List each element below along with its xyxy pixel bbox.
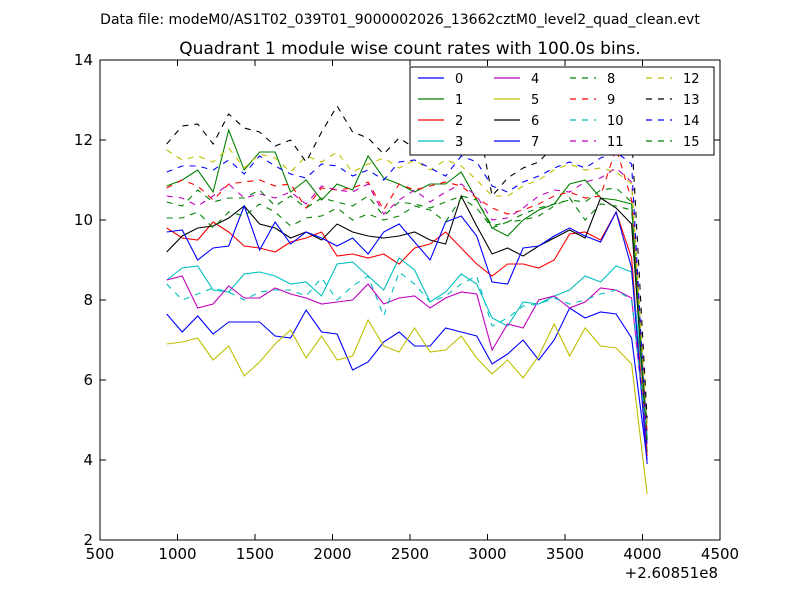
legend-label-12: 12: [683, 72, 700, 87]
series-line-11: [166, 167, 648, 429]
legend-label-1: 1: [455, 93, 463, 108]
legend-label-4: 4: [531, 72, 539, 87]
series-line-0: [166, 307, 648, 461]
x-tick-label: 3000: [468, 545, 506, 563]
x-tick-label: 2000: [313, 545, 351, 563]
series-line-10: [166, 271, 648, 437]
series-line-2: [166, 210, 648, 457]
legend-label-5: 5: [531, 93, 539, 108]
y-tick-label: 8: [83, 291, 93, 309]
legend-label-11: 11: [607, 135, 624, 150]
series-line-5: [166, 318, 648, 495]
x-tick-label: 4500: [701, 545, 739, 563]
y-tick-label: 4: [83, 451, 93, 469]
series-line-15: [166, 187, 648, 445]
x-tick-label: 1000: [158, 545, 196, 563]
axes: 500 1000 1500 2000 2500 3000 3500 4000 4500 2 4 6 8 1…: [74, 51, 739, 563]
x-tick-label: 3500: [546, 545, 584, 563]
x-offset-label: +2.60851e8: [625, 564, 718, 582]
y-tick-label: 10: [74, 211, 93, 229]
legend-label-13: 13: [683, 93, 700, 108]
series-line-12: [166, 147, 648, 425]
chart-title: Quadrant 1 module wise count rates with …: [179, 39, 640, 59]
plot-lines: [166, 104, 648, 495]
y-tick-label: 14: [74, 51, 93, 69]
series-line-6: [166, 194, 648, 441]
legend-box: [409, 66, 715, 156]
series-line-4: [166, 275, 648, 445]
legend-label-15: 15: [683, 135, 700, 150]
legend-label-8: 8: [607, 72, 615, 87]
y-tick-label: 2: [83, 531, 93, 549]
series-line-9: [166, 146, 648, 433]
x-tick-label: 4000: [623, 545, 661, 563]
legend-label-9: 9: [607, 93, 615, 108]
figure-suptitle: Data file: modeM0/AS1T02_039T01_90000020…: [100, 12, 700, 28]
legend-label-3: 3: [455, 135, 463, 150]
x-tick-label: 500: [86, 545, 115, 563]
series-line-14: [166, 151, 648, 449]
legend-label-2: 2: [455, 114, 463, 129]
legend-label-0: 0: [455, 72, 463, 87]
y-tick-label: 6: [83, 371, 93, 389]
series-line-7: [166, 204, 648, 465]
legend-label-6: 6: [531, 114, 539, 129]
legend-label-10: 10: [607, 114, 624, 129]
x-tick-label: 2500: [391, 545, 429, 563]
y-tick-label: 12: [74, 131, 93, 149]
x-tick-label: 1500: [236, 545, 274, 563]
series-line-8: [166, 197, 648, 437]
series-line-1: [166, 128, 648, 453]
series-line-3: [166, 257, 648, 421]
legend-label-7: 7: [531, 135, 539, 150]
legend-label-14: 14: [683, 114, 700, 129]
